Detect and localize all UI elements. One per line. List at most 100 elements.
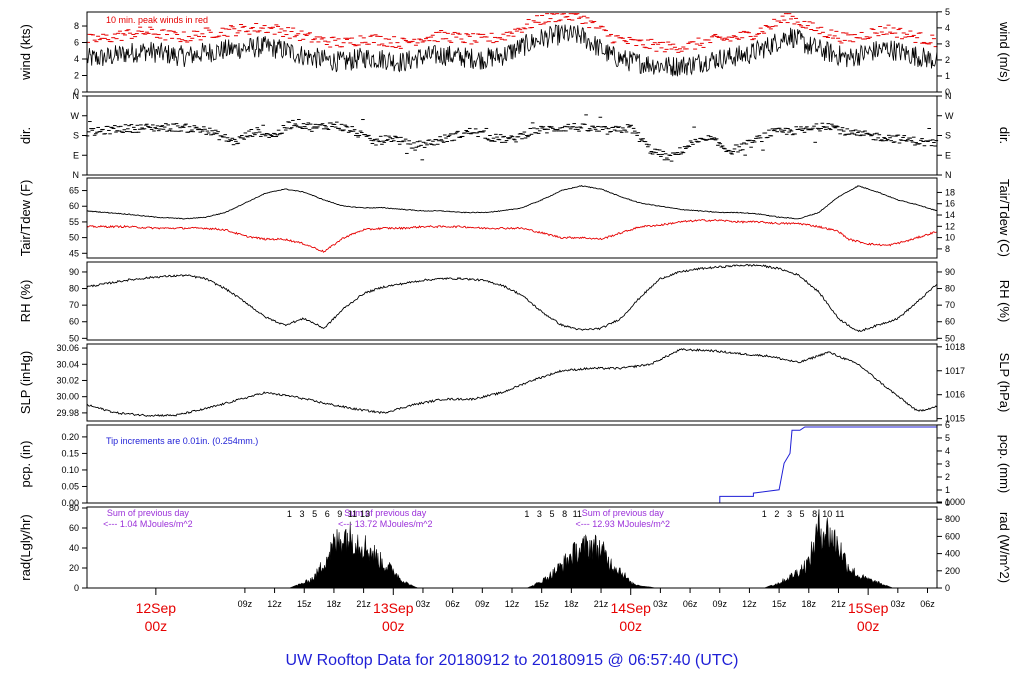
time-tick-label: 03z [653,599,668,609]
day-hour-label: 00z [619,618,642,634]
day-hour-label: 00z [382,618,405,634]
radiation-hour-mark: 9 [337,509,342,519]
radiation-summary-line1: Sum of previous day [344,508,427,518]
pressure-line [86,348,938,417]
air-temperature-line [86,185,937,220]
radiation-hour-mark: 5 [312,509,317,519]
direction-left-tick-label: N [73,91,80,101]
temperature-right-tick-label: 12 [945,221,955,231]
wind-ylabel-right: wind (m/s) [997,21,1012,82]
wind-left-tick-label: 8 [74,21,79,31]
radiation-hour-mark: 8 [562,509,567,519]
wind-ylabel-left: wind (kts) [18,24,33,81]
direction-right-tick-label: N [945,170,952,180]
time-tick-label: 21z [594,599,609,609]
wind-left-tick-label: 6 [74,38,79,48]
wind-speed-line [86,24,938,77]
precipitation-ylabel-right: pcp. (mm) [997,435,1012,494]
radiation-summary-line2: <--- 1.04 MJoules/m^2 [103,519,193,529]
radiation-ylabel-left: rad(Lgly/hr) [18,514,33,580]
precipitation-right-tick-label: 2 [945,472,950,482]
dewpoint-line [86,218,937,253]
time-tick-label: 06z [920,599,935,609]
time-tick-label: 09z [238,599,253,609]
humidity-right-tick-label: 90 [945,267,955,277]
time-tick-label: 12z [267,599,282,609]
precipitation-ylabel-left: pcp. (in) [18,441,33,488]
day-hour-label: 00z [857,618,880,634]
humidity-right-tick-label: 80 [945,284,955,294]
radiation-hour-mark: 11 [348,509,357,519]
temperature-ylabel-left: Tair/Tdew (F) [18,180,33,257]
radiation-hour-mark: 8 [812,509,817,519]
precipitation-right-tick-label: 6 [945,420,950,430]
temperature-left-tick-label: 50 [69,233,79,243]
radiation-right-tick-label: 1000 [945,497,965,507]
pressure-right-tick-label: 1017 [945,366,965,376]
wind-left-tick-label: 2 [74,71,79,81]
precipitation-left-tick-label: 0.10 [61,465,79,475]
temperature-right-tick-label: 14 [945,210,955,220]
wind-right-tick-label: 3 [945,39,950,49]
pressure-panel-frame [86,343,938,422]
precipitation-right-tick-label: 4 [945,446,950,456]
day-label: 13Sep [373,600,414,616]
humidity-left-tick-label: 90 [69,267,79,277]
humidity-left-tick-label: 80 [69,284,79,294]
radiation-hour-mark: 6 [325,509,330,519]
radiation-hour-mark: 5 [800,509,805,519]
direction-right-tick-label: N [945,91,952,101]
radiation-right-tick-label: 800 [945,514,960,524]
radiation-hour-mark: 10 [822,509,832,519]
temperature-left-tick-label: 60 [69,201,79,211]
direction-ylabel-left: dir. [18,127,33,144]
radiation-area [87,509,937,589]
time-tick-label: 06z [683,599,698,609]
radiation-hour-mark: 1 [762,509,767,519]
time-tick-label: 15z [534,599,549,609]
time-tick-label: 03z [416,599,431,609]
radiation-hour-mark: 11 [573,509,582,519]
humidity-left-tick-label: 50 [69,333,79,343]
wind-left-tick-label: 4 [74,54,79,64]
radiation-summary-line1: Sum of previous day [107,508,190,518]
radiation-right-tick-label: 200 [945,566,960,576]
temperature-left-tick-label: 45 [69,248,79,258]
radiation-right-tick-label: 600 [945,531,960,541]
temperature-left-tick-label: 55 [69,217,79,227]
pressure-left-tick-label: 30.00 [56,392,79,402]
humidity-right-tick-label: 70 [945,300,955,310]
radiation-hour-mark: 1 [524,509,529,519]
temperature-ylabel-right: Tair/Tdew (C) [997,179,1012,257]
radiation-hour-mark: 11 [835,509,844,519]
radiation-left-tick-label: 80 [69,503,79,513]
wind-right-tick-label: 1 [945,71,950,81]
precipitation-right-tick-label: 5 [945,433,950,443]
day-label: 12Sep [136,600,177,616]
radiation-left-tick-label: 60 [69,523,79,533]
direction-right-tick-label: W [945,111,954,121]
radiation-hour-mark: 2 [774,509,779,519]
precipitation-right-tick-label: 0 [945,498,950,508]
pressure-ylabel-left: SLP (inHg) [18,351,33,414]
humidity-right-tick-label: 50 [945,333,955,343]
pressure-ylabel-right: SLP (hPa) [997,353,1012,413]
radiation-hour-mark: 3 [537,509,542,519]
direction-left-tick-label: N [73,170,80,180]
radiation-hour-mark: 5 [550,509,555,519]
wind-left-tick-label: 0 [74,87,79,97]
precipitation-note: Tip increments are 0.01in. (0.254mm.) [106,436,258,446]
day-label: 14Sep [610,600,651,616]
time-tick-label: 21z [356,599,371,609]
direction-ylabel-right: dir. [997,127,1012,144]
wind-panel-frame [86,11,938,93]
wind-right-tick-label: 4 [945,23,950,33]
radiation-right-tick-label: 0 [945,583,950,593]
precipitation-right-tick-label: 3 [945,459,950,469]
humidity-ylabel-right: RH (%) [997,280,1012,323]
day-hour-label: 00z [145,618,168,634]
radiation-ylabel-right: rad (W/m^2) [997,512,1012,583]
radiation-hour-mark: 3 [787,509,792,519]
time-tick-label: 15z [297,599,312,609]
pressure-right-tick-label: 1018 [945,342,965,352]
